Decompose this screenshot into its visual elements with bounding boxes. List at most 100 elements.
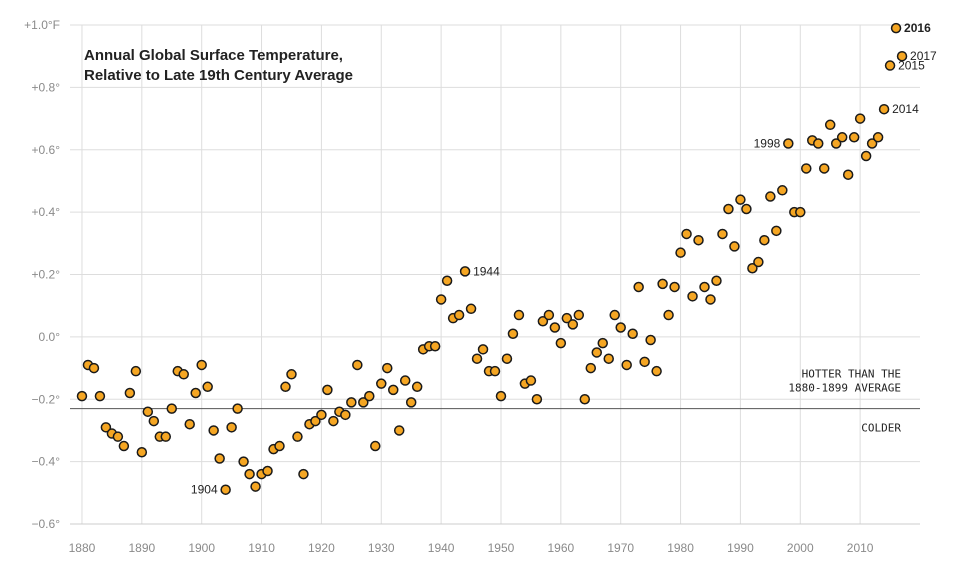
data-point	[112, 431, 124, 442]
data-point	[531, 394, 543, 405]
x-tick-label: 1910	[248, 541, 275, 555]
reference-layer: HOTTER THAN THE 1880-1899 AVERAGE COLDER	[70, 368, 920, 435]
x-tick-label: 1930	[368, 541, 395, 555]
data-point	[525, 375, 537, 386]
data-point	[633, 281, 644, 293]
data-point	[340, 409, 351, 421]
data-point	[723, 203, 734, 215]
data-point	[735, 194, 746, 205]
data-point	[603, 353, 614, 364]
data-point	[579, 394, 591, 405]
data-point	[471, 353, 483, 364]
data-point	[824, 119, 836, 131]
axis-layer: +1.0°F +0.8° +0.6° +0.4° +0.2° 0.0° −0.2° −0.4°…	[24, 18, 920, 555]
data-point	[549, 322, 561, 333]
data-point	[142, 406, 154, 417]
x-tick-label: 1970	[607, 541, 634, 555]
data-point	[94, 390, 106, 402]
data-point	[681, 228, 692, 240]
x-tick-label: 1940	[428, 541, 455, 555]
data-point	[370, 440, 381, 452]
data-point	[387, 384, 399, 396]
data-point	[848, 132, 860, 143]
hotter-label-line-1: HOTTER THAN THE	[802, 368, 901, 381]
data-point	[160, 431, 172, 442]
point-labels: 1904 1944 1998 2014 2015 2016 2017	[191, 21, 937, 497]
x-tick-label: 1980	[667, 541, 694, 555]
data-point	[364, 390, 375, 402]
point-label: 1904	[191, 483, 218, 497]
data-point	[346, 397, 357, 408]
colder-label: COLDER	[861, 422, 901, 435]
data-point	[501, 353, 513, 364]
data-point	[310, 415, 321, 427]
hotter-label-line-2: 1880-1899 AVERAGE	[788, 382, 901, 395]
data-point	[801, 163, 812, 174]
data-point	[860, 150, 872, 162]
x-tick-label: 2000	[787, 541, 814, 555]
y-tick-label: +0.2°	[32, 268, 61, 282]
data-point	[477, 344, 489, 355]
data-point	[358, 397, 369, 408]
data-point	[561, 312, 573, 324]
data-point	[507, 328, 519, 340]
data-point	[842, 169, 854, 180]
data-point	[429, 340, 441, 352]
data-point	[621, 359, 632, 371]
point-label: 2014	[892, 102, 919, 116]
data-point	[238, 456, 249, 467]
data-point	[890, 22, 902, 34]
data-point	[645, 334, 656, 346]
data-point	[196, 359, 207, 371]
data-point	[465, 303, 477, 315]
data-point	[202, 381, 213, 393]
data-point	[250, 481, 261, 492]
data-point	[693, 234, 704, 246]
point-label: 2017	[910, 49, 937, 63]
data-point	[76, 390, 88, 402]
point-label: 1998	[754, 137, 781, 151]
data-point	[729, 241, 740, 252]
data-point	[382, 362, 393, 374]
data-point	[711, 275, 722, 286]
data-point	[771, 225, 782, 237]
data-point	[220, 484, 231, 495]
data-point	[214, 453, 225, 464]
data-point	[675, 247, 686, 258]
data-point	[765, 191, 776, 202]
data-point	[872, 132, 884, 143]
data-point	[878, 103, 890, 115]
data-point	[411, 381, 423, 393]
data-point	[393, 425, 405, 436]
data-point	[88, 362, 100, 374]
data-point	[459, 266, 471, 277]
data-point	[118, 440, 130, 452]
data-point	[585, 362, 597, 374]
data-point	[687, 291, 698, 302]
grid-layer	[70, 24, 920, 525]
x-tick-label: 1960	[547, 541, 574, 555]
data-point	[232, 403, 243, 414]
data-point	[100, 422, 112, 433]
data-point	[615, 322, 626, 333]
data-point	[190, 387, 201, 399]
chart-title-line-1: Annual Global Surface Temperature,	[84, 47, 343, 64]
data-point	[435, 294, 447, 305]
data-point	[280, 381, 291, 393]
data-point	[753, 256, 764, 268]
data-point	[148, 415, 160, 427]
data-point	[818, 163, 830, 174]
data-point	[376, 378, 387, 389]
y-tick-label: 0.0°	[39, 330, 61, 344]
y-tick-label: −0.4°	[32, 455, 61, 469]
data-point	[639, 356, 650, 368]
chart-title-line-2: Relative to Late 19th Century Average	[84, 67, 353, 84]
data-point	[124, 387, 136, 399]
data-point	[669, 281, 680, 293]
data-point	[567, 319, 579, 330]
data-point	[866, 138, 878, 149]
data-point	[699, 281, 710, 293]
point-label: 1944	[473, 264, 500, 278]
data-point	[322, 384, 333, 396]
data-point	[854, 113, 866, 124]
